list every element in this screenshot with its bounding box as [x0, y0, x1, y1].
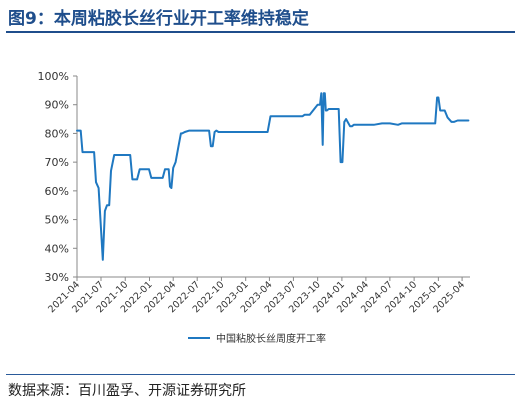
- y-tick-label: 100%: [38, 70, 69, 83]
- y-tick-label: 90%: [45, 99, 69, 112]
- y-tick-label: 60%: [45, 185, 69, 198]
- legend: 中国粘胶长丝周度开工率: [188, 332, 326, 345]
- y-tick-label: 80%: [45, 127, 69, 140]
- plot-area: [76, 92, 470, 261]
- figure-title: 图9：本周粘胶长丝行业开工率维持稳定: [8, 9, 309, 29]
- y-axis: 30% 40% 50% 60% 70% 80% 90% 100%: [38, 70, 78, 284]
- bottom-rule: [6, 374, 515, 375]
- y-tick-label: 30%: [45, 271, 69, 284]
- chart-container: 30% 40% 50% 60% 70% 80% 90% 100% 2021-04 2021-07…: [0, 34, 521, 370]
- y-tick-label: 50%: [45, 214, 69, 227]
- y-tick-label: 40%: [45, 242, 69, 255]
- line-chart: 30% 40% 50% 60% 70% 80% 90% 100% 2021-042021-07…: [38, 70, 470, 345]
- source-note: 数据来源：百川盈孚、开源证券研究所: [8, 383, 246, 399]
- y-tick-label: 70%: [45, 156, 69, 169]
- series-line: [76, 92, 470, 261]
- title-rule: [6, 31, 515, 33]
- x-axis: 2021-042021-072021-102022-012022-042022-…: [46, 276, 470, 315]
- legend-label: 中国粘胶长丝周度开工率: [216, 332, 326, 345]
